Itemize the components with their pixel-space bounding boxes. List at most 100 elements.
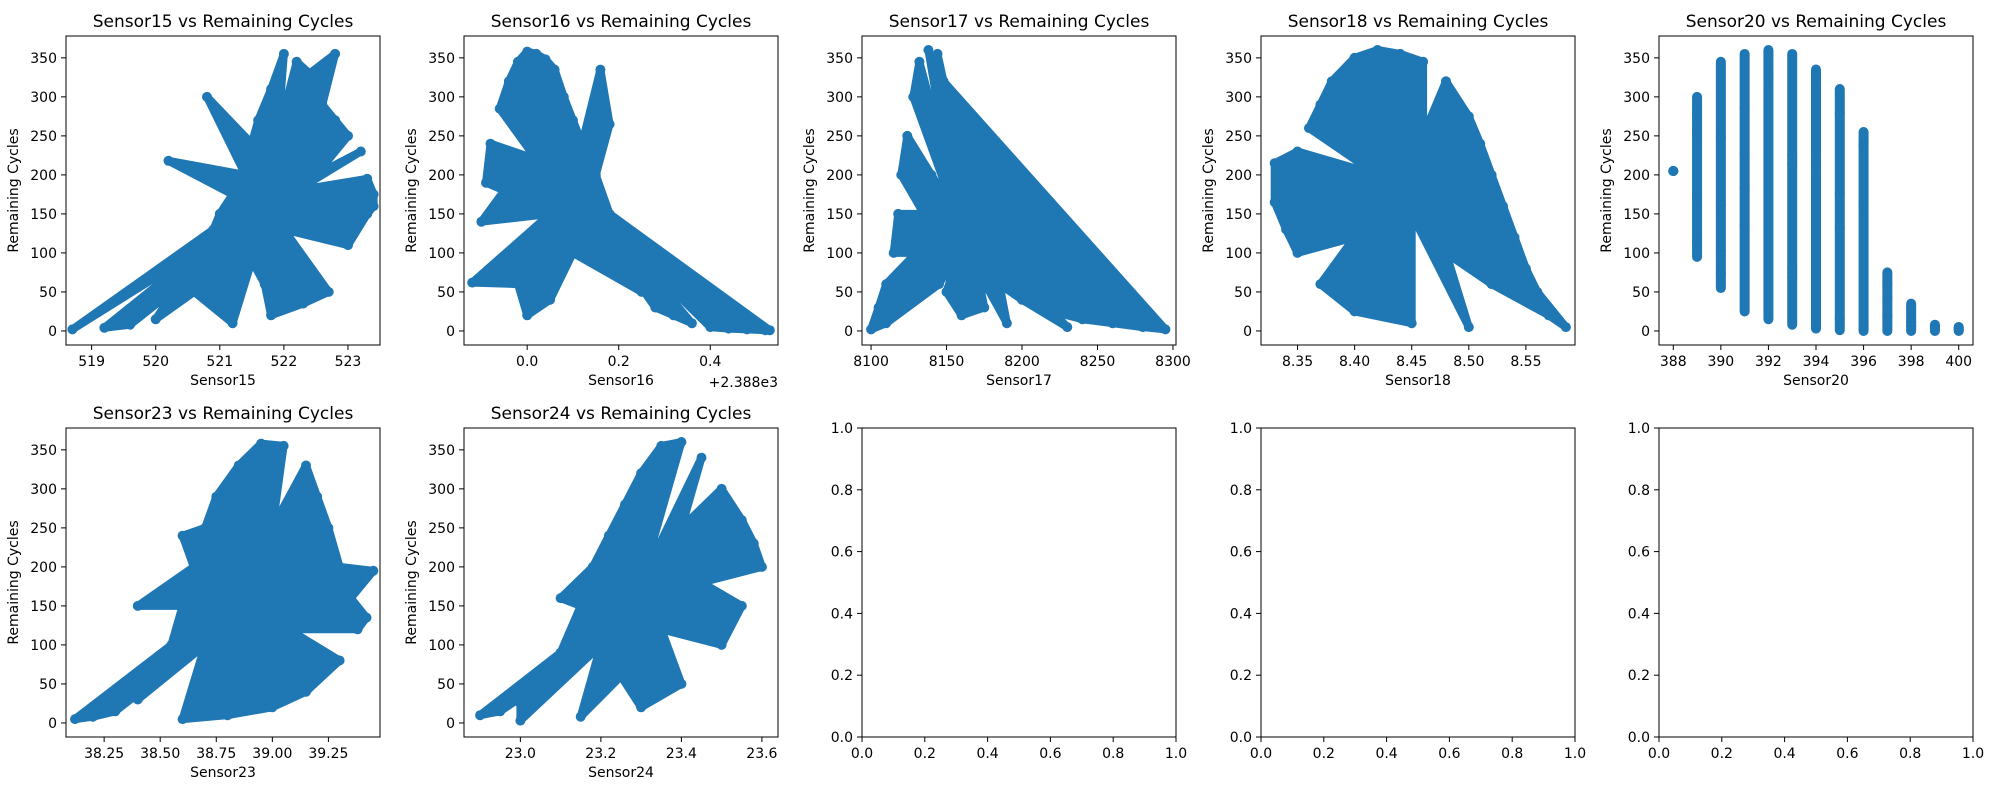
data-point xyxy=(567,115,578,126)
x-tick-label: 23.0 xyxy=(505,746,536,762)
data-point xyxy=(938,76,949,87)
x-tick-label: 8.55 xyxy=(1510,354,1541,370)
data-point xyxy=(668,310,679,321)
data-point xyxy=(941,286,952,297)
data-point xyxy=(334,655,345,666)
data-point xyxy=(932,48,943,59)
y-tick-label: 0 xyxy=(48,324,57,340)
data-point xyxy=(1692,108,1703,119)
y-tick-label: 0.2 xyxy=(1230,668,1252,684)
data-point xyxy=(246,138,257,149)
data-point xyxy=(301,686,311,697)
data-point xyxy=(289,624,300,635)
data-point xyxy=(1834,187,1845,198)
data-point xyxy=(1906,302,1917,313)
data-point xyxy=(278,224,289,235)
chart-title: Sensor23 vs Remaining Cycles xyxy=(93,404,354,424)
data-point xyxy=(256,438,267,449)
data-point xyxy=(163,294,174,305)
data-point xyxy=(1739,220,1750,231)
data-point xyxy=(604,119,615,130)
data-point xyxy=(208,224,219,235)
x-axis-label: Sensor15 xyxy=(190,373,256,389)
data-point xyxy=(1326,76,1337,87)
subplot-10: 0.0 0.2 0.4 0.6 0.8 1.0 0.0 0.2 0.4 0.6 0.8 1.0 xyxy=(1628,421,1984,762)
y-tick-label: 50 xyxy=(437,677,455,693)
data-point xyxy=(587,561,598,572)
data-point xyxy=(696,577,707,588)
data-point xyxy=(558,91,569,102)
data-point xyxy=(345,593,356,604)
data-point xyxy=(535,678,546,689)
data-point xyxy=(590,169,601,180)
data-point xyxy=(188,561,199,572)
data-point xyxy=(1858,322,1869,333)
data-point xyxy=(1715,245,1726,256)
data-point xyxy=(1692,192,1703,203)
data-point xyxy=(1532,286,1543,297)
data-point xyxy=(1787,262,1798,273)
x-tick-label: 522 xyxy=(271,354,298,370)
x-tick-label: 0.2 xyxy=(608,354,630,370)
y-tick-label: 0.0 xyxy=(831,730,853,746)
data-point xyxy=(355,146,366,157)
y-tick-label: 100 xyxy=(1225,246,1252,262)
x-tick-label: 0.0 xyxy=(1250,746,1272,762)
data-point xyxy=(1349,306,1360,317)
data-point xyxy=(334,561,345,572)
x-tick-label: 8.50 xyxy=(1453,354,1484,370)
data-point xyxy=(323,286,334,297)
y-tick-label: 350 xyxy=(1225,51,1252,67)
x-tick-label: 1.0 xyxy=(1564,746,1586,762)
data-point xyxy=(244,600,255,611)
data-point xyxy=(176,279,187,290)
x-tick-label: 394 xyxy=(1803,354,1830,370)
data-point xyxy=(636,577,647,588)
point-cloud xyxy=(71,439,378,724)
data-point xyxy=(1160,324,1171,335)
y-tick-label: 350 xyxy=(1623,51,1650,67)
data-point xyxy=(222,710,233,721)
y-tick-label: 100 xyxy=(428,638,455,654)
plot-frame xyxy=(1658,427,1974,738)
data-point xyxy=(1953,323,1964,334)
data-point xyxy=(499,185,510,196)
data-point xyxy=(495,706,506,717)
data-point xyxy=(323,522,334,533)
data-point xyxy=(70,714,80,725)
data-point xyxy=(881,318,892,329)
data-point xyxy=(1292,247,1303,258)
data-point xyxy=(1834,222,1845,233)
data-point xyxy=(531,154,542,165)
data-point xyxy=(291,185,302,196)
y-tick-label: 150 xyxy=(428,207,455,223)
x-tick-label: 39.25 xyxy=(308,746,348,762)
subplot-3: 8100 8150 8200 8250 8300 0 50 100 150 200 250 300 35… xyxy=(802,12,1191,389)
x-tick-label: 39.00 xyxy=(252,746,292,762)
subplot-5: 388 390 392 394 396 398 400 0 50 100 150 200 250 300 3… xyxy=(1599,12,1974,389)
data-point xyxy=(620,499,630,510)
data-point xyxy=(67,324,78,335)
y-tick-label: 0 xyxy=(1243,324,1252,340)
data-point xyxy=(1269,197,1280,208)
y-tick-label: 300 xyxy=(428,482,455,498)
y-tick-label: 0.6 xyxy=(1628,545,1650,561)
y-axis-label: Remaining Cycles xyxy=(404,128,420,252)
plot-frame xyxy=(861,35,1177,346)
x-tick-label: 0.6 xyxy=(1438,746,1460,762)
data-point xyxy=(636,468,647,479)
data-point xyxy=(950,208,961,219)
y-tick-label: 200 xyxy=(30,168,57,184)
data-point xyxy=(888,247,899,258)
data-point xyxy=(1858,140,1869,151)
data-point xyxy=(503,76,514,87)
data-point xyxy=(253,115,264,126)
data-point xyxy=(1739,149,1750,160)
data-point xyxy=(494,103,505,114)
data-point xyxy=(513,279,523,290)
data-points xyxy=(467,46,775,336)
data-point xyxy=(163,155,174,166)
data-point xyxy=(756,561,767,572)
data-point xyxy=(603,530,614,541)
data-point xyxy=(1304,123,1314,134)
